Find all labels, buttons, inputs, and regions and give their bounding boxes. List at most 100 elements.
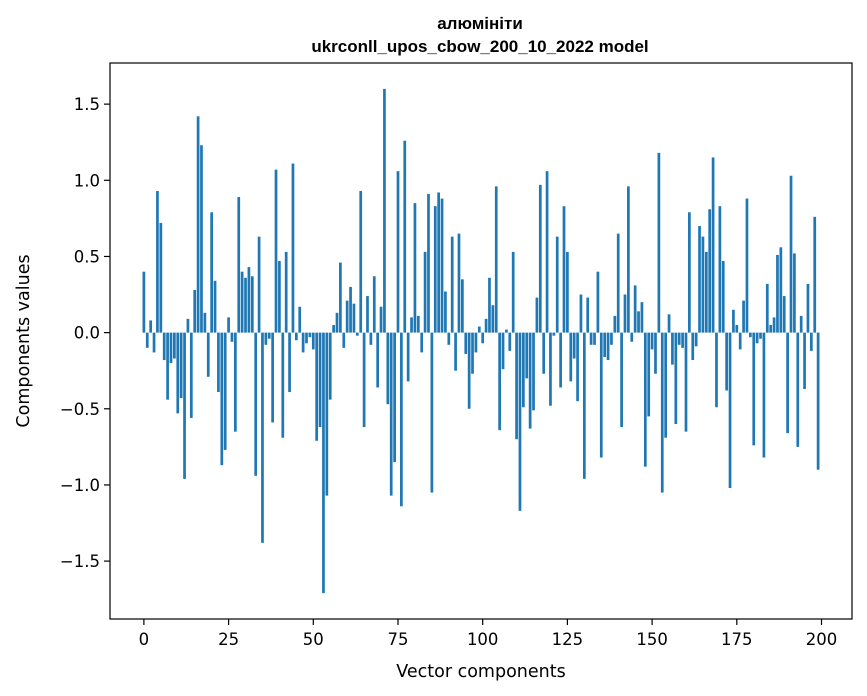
- bar-129: [579, 294, 583, 333]
- bar-89: [444, 291, 447, 333]
- bar-198: [813, 216, 817, 333]
- bar-63: [355, 332, 359, 336]
- bar-184: [765, 283, 769, 333]
- bar-133: [593, 332, 596, 345]
- bar-128: [576, 332, 579, 402]
- bar-66: [366, 296, 369, 333]
- bar-117: [538, 184, 542, 333]
- bar-4: [156, 190, 159, 333]
- bar-174: [732, 309, 735, 333]
- bar-75: [396, 171, 400, 333]
- bar-166: [704, 251, 708, 333]
- bar-115: [532, 332, 535, 411]
- bar-30: [244, 277, 247, 333]
- chart-title: алюмініти: [437, 14, 523, 33]
- bar-169: [715, 332, 718, 408]
- y-tick-label: 1.5: [74, 95, 100, 114]
- bar-113: [525, 332, 529, 379]
- bar-71: [383, 88, 386, 333]
- bar-120: [549, 332, 552, 406]
- bar-36: [264, 332, 268, 345]
- bar-189: [782, 296, 786, 333]
- bar-105: [498, 332, 501, 431]
- bar-199: [816, 332, 820, 470]
- bar-156: [671, 332, 674, 365]
- bar-62: [352, 303, 356, 333]
- bar-109: [511, 251, 515, 333]
- bar-149: [647, 332, 651, 417]
- x-tick-label: 175: [721, 630, 753, 649]
- bar-41: [281, 332, 285, 438]
- bar-91: [450, 236, 454, 333]
- bar-50: [311, 332, 315, 350]
- bar-84: [427, 194, 430, 333]
- bar-5: [159, 222, 163, 333]
- bar-74: [393, 332, 396, 463]
- bar-24: [223, 332, 227, 450]
- bar-13: [186, 318, 190, 333]
- bar-159: [681, 332, 684, 348]
- bar-101: [484, 318, 488, 333]
- bar-182: [759, 332, 762, 339]
- bar-55: [328, 332, 332, 400]
- bar-93: [457, 233, 461, 333]
- bar-163: [694, 332, 698, 347]
- bar-121: [552, 332, 556, 336]
- bar-19: [206, 332, 210, 377]
- bar-176: [738, 332, 742, 350]
- x-tick-label: 125: [552, 630, 584, 649]
- bar-67: [369, 332, 373, 345]
- y-axis-label: Components values: [14, 254, 34, 427]
- bar-141: [620, 332, 623, 428]
- bar-22: [217, 332, 220, 393]
- bar-181: [755, 332, 759, 344]
- y-axis-ticks: −1.5 −1.0 −0.5 0.0 0.5 1.0 1.5: [60, 95, 110, 571]
- bar-148: [643, 332, 647, 467]
- bar-180: [752, 332, 756, 446]
- bar-9: [173, 332, 176, 359]
- bar-1: [145, 332, 149, 348]
- bar-178: [745, 198, 749, 333]
- bar-85: [430, 332, 434, 493]
- bar-6: [162, 332, 166, 361]
- bar-104: [494, 186, 498, 333]
- bar-106: [501, 332, 505, 370]
- bar-70: [379, 306, 383, 333]
- bar-168: [711, 157, 715, 333]
- bar-12: [183, 332, 186, 479]
- bar-116: [535, 297, 539, 333]
- bar-124: [562, 206, 566, 333]
- bar-18: [203, 312, 207, 333]
- bar-61: [349, 286, 352, 333]
- bar-187: [776, 254, 779, 333]
- bar-194: [799, 315, 803, 333]
- bar-29: [240, 271, 244, 333]
- bar-119: [545, 171, 549, 333]
- bar-8: [169, 332, 173, 364]
- bar-167: [708, 209, 712, 333]
- bar-98: [474, 332, 478, 353]
- bar-139: [613, 315, 617, 333]
- bar-83: [423, 251, 427, 333]
- bar-81: [416, 315, 420, 333]
- bar-92: [454, 332, 457, 371]
- bar-95: [464, 332, 468, 354]
- bar-64: [359, 190, 363, 333]
- x-axis-label: Vector components: [396, 662, 565, 682]
- bar-190: [786, 332, 789, 434]
- bar-2: [149, 320, 153, 333]
- y-tick-label: −1.0: [60, 476, 100, 495]
- bar-68: [372, 276, 376, 333]
- bar-165: [701, 236, 705, 333]
- bar-69: [376, 332, 380, 388]
- bar-57: [335, 312, 339, 333]
- bar-25: [227, 317, 230, 333]
- bar-146: [637, 311, 640, 333]
- bar-118: [542, 332, 546, 374]
- bar-157: [674, 332, 678, 425]
- bar-79: [410, 317, 413, 333]
- bar-35: [261, 332, 264, 543]
- bar-151: [654, 332, 657, 374]
- bar-56: [332, 325, 335, 333]
- bar-23: [220, 332, 224, 466]
